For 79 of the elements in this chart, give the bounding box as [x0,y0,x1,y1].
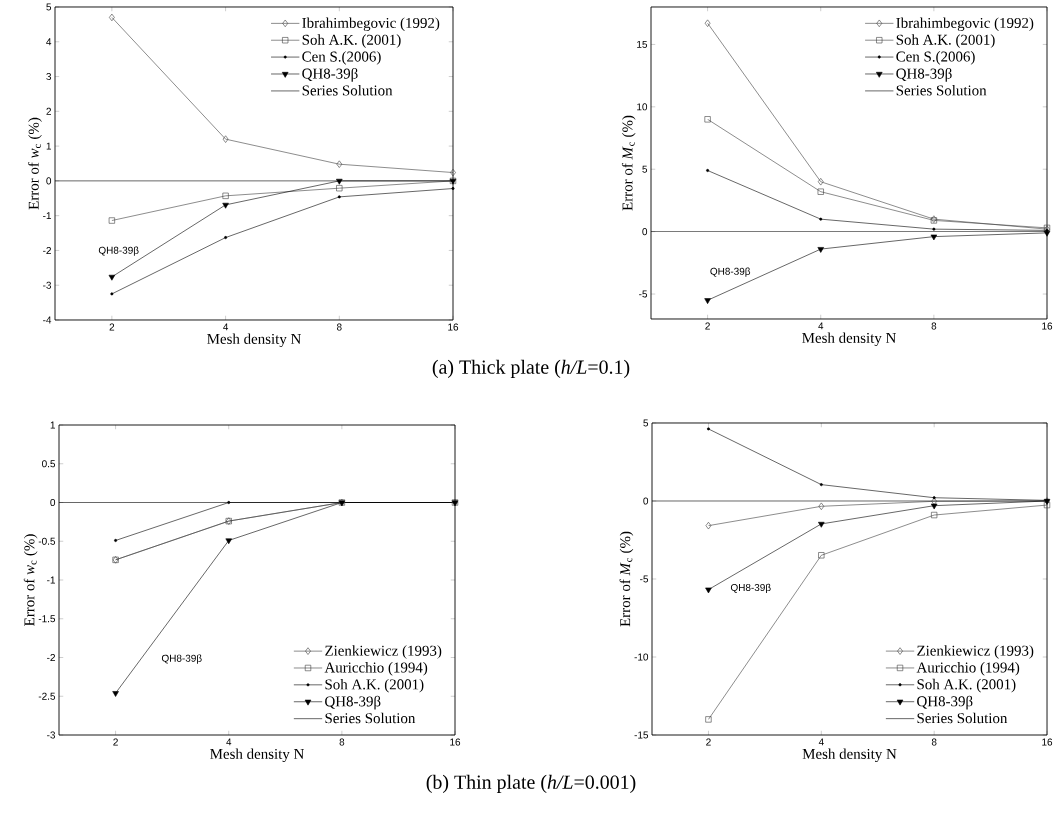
y-tick-label: 0 [642,228,648,236]
y-axis-title: Error of w$_{c}$ (%) [28,117,42,210]
legend-label: Soh A.K. (2001) [917,678,1016,693]
annotation: QH8-39β [710,267,751,277]
y-tick-label: -2 [43,246,51,254]
x-tick-label: 2 [109,323,115,331]
y-tick-label: -5 [640,575,649,583]
annotation: QH8-39β [730,583,771,593]
y-tick-label: 5 [643,419,649,427]
y-tick-label: 0 [46,177,52,185]
y-tick-label: -3 [43,281,52,289]
x-tick-label: 8 [931,322,937,330]
y-tick-label: 0 [50,498,56,507]
x-tick-label: 4 [226,738,232,746]
y-tick-label: 2 [46,107,51,115]
y-tick-label: -3 [47,731,56,739]
x-axis-title: Mesh density N [210,748,304,762]
legend-label: QH8-39β [302,67,358,82]
y-tick-label: -2 [47,654,55,661]
y-tick-label: 10 [637,103,648,111]
y-tick-label: -10 [634,653,649,661]
y-tick-label: -5 [639,290,648,298]
y-tick-label: -1 [47,576,55,584]
y-axis-title: Error of M$_{c}$ (%) [619,531,634,627]
y-axis-title: Error of w$_{c}$ (%) [23,534,38,626]
legend-label: Soh A.K. (2001) [325,678,424,693]
x-tick-label: 16 [450,738,461,746]
y-tick-label: 15 [637,40,648,48]
y-tick-label: 0.5 [42,460,56,468]
legend-label: Soh A.K. (2001) [302,34,401,48]
legend-label: Auricchio (1994) [916,662,1020,676]
annotation: QH8-39β [161,654,202,664]
y-tick-label: 1 [50,421,55,429]
x-tick-label: 4 [223,323,229,331]
legend-label: Series Solution [917,712,1008,724]
y-tick-label: 1 [46,142,51,150]
y-tick-label: 3 [46,73,52,81]
x-axis-title: Mesh density N [207,333,301,347]
legend-label: Ibrahimbegovic (1992) [302,17,440,32]
y-tick-label: 5 [46,3,52,11]
x-tick-label: 16 [448,323,459,331]
legend-label: Series Solution [896,84,987,96]
x-axis-title: Mesh density N [802,332,896,346]
legend-label: Cen S.(2006) [302,51,381,65]
y-tick-label: 0 [643,497,649,505]
text: (a) Thick plate (h/L=0.1) [432,359,630,378]
y-tick-label: -1.5 [38,615,56,623]
legend-label: Zienkiewicz (1993) [917,645,1034,659]
y-tick-label: -1 [43,212,51,220]
text: (b) Thin plate (h/L=0.001) [426,774,636,793]
x-tick-label: 2 [113,738,118,746]
y-tick-label: 5 [642,165,648,173]
y-tick-label: 4 [46,38,52,46]
x-tick-label: 2 [706,738,711,746]
x-tick-label: 4 [818,738,824,746]
x-tick-label: 16 [1042,738,1053,746]
legend-label: QH8-39β [896,67,952,82]
legend-label: Series Solution [325,712,416,724]
x-tick-label: 16 [1042,322,1053,330]
x-tick-label: 8 [931,738,937,746]
x-tick-label: 8 [336,323,342,331]
legend-label: Zienkiewicz (1993) [325,645,442,659]
y-tick-label: -15 [634,731,649,739]
y-tick-label: -4 [43,316,52,324]
legend-label: QH8-39β [325,695,381,710]
x-axis-title: Mesh density N [802,748,897,762]
legend-label: Ibrahimbegovic (1992) [896,17,1034,32]
legend-label: Soh A.K. (2001) [896,34,995,48]
legend-label: Cen S.(2006) [896,51,975,65]
y-tick-label: -0.5 [38,537,56,545]
x-tick-label: 4 [818,322,824,330]
legend-label: Auricchio (1994) [324,662,428,676]
x-tick-label: 8 [339,738,345,746]
annotation: QH8-39β [98,246,139,256]
y-tick-label: -2.5 [38,692,56,700]
legend-label: QH8-39β [917,695,973,710]
y-axis-title: Error of M$_{c}$ (%) [621,115,636,211]
x-tick-label: 2 [705,322,710,330]
legend-label: Series Solution [302,85,393,96]
